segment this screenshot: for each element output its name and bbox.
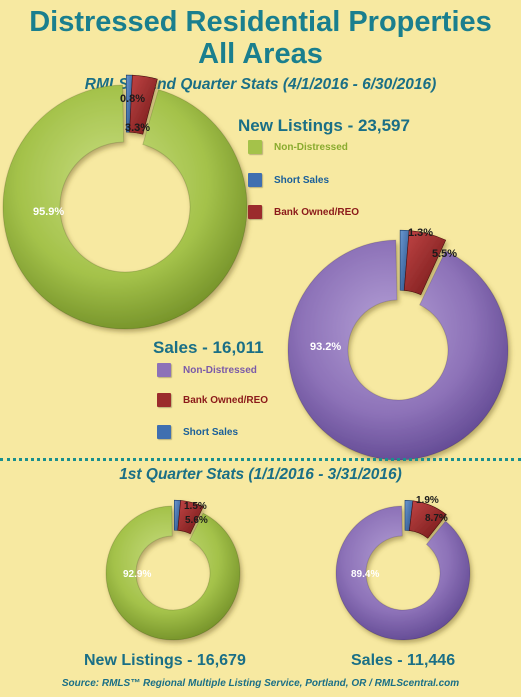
data-label-non-distressed: 89.4% [351,569,379,580]
legend-label: Bank Owned/REO [183,394,269,406]
data-label-short-sales: 1.5% [184,501,207,512]
legend-label: Non-Distressed [183,364,257,376]
page-title: Distressed Residential Properties [29,6,492,38]
swatch-blue-icon [248,173,262,187]
data-label-non-distressed: 93.2% [310,341,341,353]
slice-bank-owned [177,500,204,535]
slice-bank-owned [129,74,158,135]
data-label-bank-owned: 5.5% [432,248,457,260]
slice-non-distressed [335,505,471,641]
donut-chart-1 [2,74,248,330]
legend-sales-short-sales: Short Sales [157,425,238,439]
data-label-non-distressed: 95.9% [33,206,64,218]
legend-label: Short Sales [183,426,239,438]
donut-chart-2 [287,229,509,461]
data-label-non-distressed: 92.9% [123,569,151,580]
data-label-bank-owned: 5.6% [185,515,208,526]
donut-chart-4 [335,500,471,641]
legend-label: Bank Owned/REO [274,206,360,218]
data-label-bank-owned: 8.7% [425,513,448,524]
slice-bank-owned [403,230,447,296]
q2-subtitle: RMLS™ 2nd Quarter Stats (4/1/2016 - 6/30… [84,76,437,93]
sales-heading-q2: Sales - 16,011 [153,338,264,357]
page-title-line2: All Areas [198,38,323,70]
new-listings-heading-q1: New Listings - 16,679 [84,652,246,669]
data-label-short-sales: 1.3% [408,227,433,239]
swatch-green-icon [248,140,262,154]
swatch-red-icon [157,393,171,407]
slice-non-distressed [105,505,241,641]
legend-label: Non-Distressed [274,141,348,153]
swatch-red-icon [248,205,262,219]
legend-listings-non-distressed: Non-Distressed [248,140,348,154]
slice-non-distressed [2,84,248,330]
legend-label: Short Sales [274,174,330,186]
section-divider [0,458,521,461]
legend-sales-non-distressed: Non-Distressed [157,363,257,377]
data-label-short-sales: 1.9% [416,495,439,506]
legend-sales-bank-owned: Bank Owned/REO [157,393,268,407]
swatch-blue-icon [157,425,171,439]
legend-listings-short-sales: Short Sales [248,173,329,187]
data-label-short-sales: 0.8% [120,93,145,105]
data-label-bank-owned: 3.3% [125,122,150,134]
swatch-purple-icon [157,363,171,377]
slice-non-distressed [287,239,509,461]
new-listings-heading-q2: New Listings - 23,597 [238,116,410,135]
source-footer: Source: RMLS™ Regional Multiple Listing … [61,678,460,689]
donut-chart-3 [105,499,241,641]
slice-bank-owned [409,500,447,539]
sales-heading-q1: Sales - 11,446 [351,652,456,669]
legend-listings-bank-owned: Bank Owned/REO [248,205,359,219]
q1-subtitle: 1st Quarter Stats (1/1/2016 - 3/31/2016) [119,466,402,483]
